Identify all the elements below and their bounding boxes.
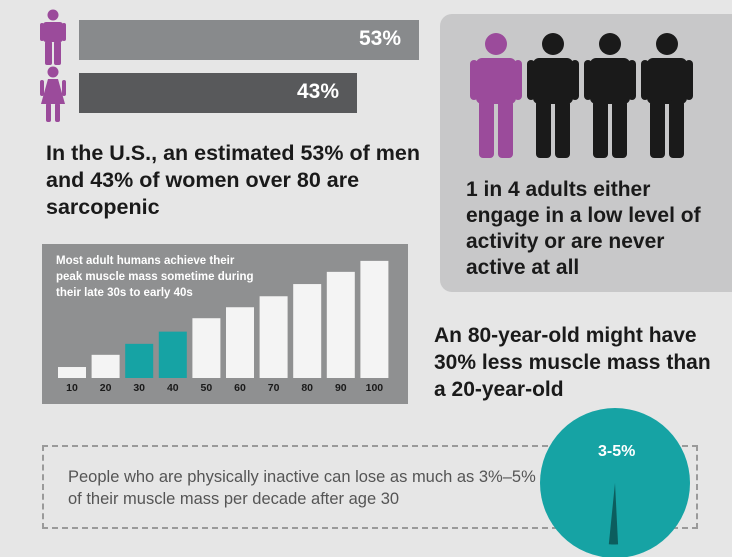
chart-bar-10 <box>58 367 86 378</box>
chart-tick-100: 100 <box>366 382 384 394</box>
chart-tick-50: 50 <box>201 382 213 394</box>
person-icon <box>584 33 636 158</box>
inactivity-box <box>42 445 698 529</box>
chart-tick-20: 20 <box>100 382 112 394</box>
chart-bar-80 <box>293 284 322 378</box>
chart-bar-20 <box>91 354 120 378</box>
chart-tick-40: 40 <box>167 382 179 394</box>
chart-bar-90 <box>326 271 355 378</box>
inactivity-text: People who are physically inactive can l… <box>68 468 536 508</box>
chart-title: Most adult humans achieve their peak mus… <box>56 255 254 299</box>
chart-plot: 10 20 30 40 50 60 70 80 90 100 <box>58 260 389 394</box>
woman-icon <box>40 66 66 122</box>
men-stat-bar: 53% <box>79 20 419 60</box>
activity-text: 1 in 4 adults either engage in a low lev… <box>466 178 701 279</box>
sarcopenia-headline: In the U.S., an estimated 53% of men and… <box>46 141 420 219</box>
muscle-loss-fact: An 80-year-old might have 30% less muscl… <box>434 324 711 401</box>
chart-bar-50 <box>192 318 221 378</box>
chart-tick-60: 60 <box>234 382 246 394</box>
chart-bar-70 <box>259 296 288 378</box>
pie-slice-loss <box>608 483 619 545</box>
muscle-loss-pie <box>540 408 690 557</box>
women-stat-bar: 43% <box>79 73 357 113</box>
person-icon <box>641 33 693 158</box>
chart-tick-70: 70 <box>268 382 280 394</box>
chart-bar-30 <box>125 343 154 378</box>
person-icon <box>527 33 579 158</box>
chart-tick-80: 80 <box>301 382 313 394</box>
chart-bar-100 <box>360 260 389 378</box>
activity-people-row <box>470 32 700 160</box>
chart-tick-10: 10 <box>66 382 78 394</box>
chart-tick-90: 90 <box>335 382 347 394</box>
chart-bar-40 <box>158 331 187 378</box>
pie-label: 3-5% <box>598 443 636 460</box>
man-icon <box>40 9 66 65</box>
person-icon <box>470 33 522 158</box>
chart-bar-60 <box>226 307 254 378</box>
pie-remainder <box>540 408 690 557</box>
chart-tick-30: 30 <box>133 382 145 394</box>
